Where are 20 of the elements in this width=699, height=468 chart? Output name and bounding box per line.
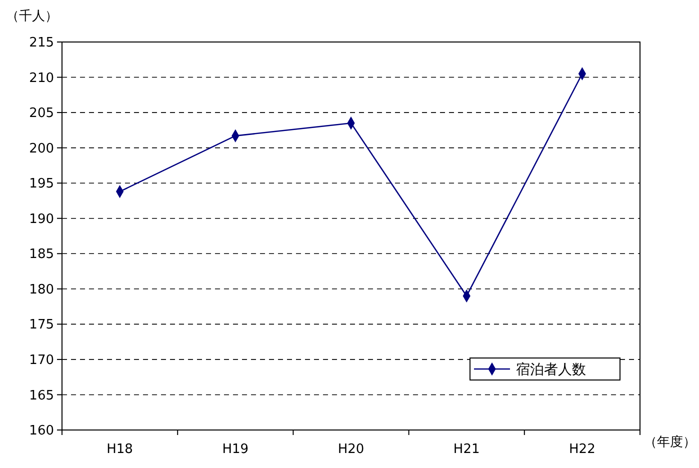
y-tick-label: 185 — [29, 247, 54, 262]
y-tick-label: 180 — [29, 282, 54, 298]
x-tick-label: H22 — [569, 442, 596, 457]
y-axis-title: （千人） — [6, 9, 58, 24]
legend-label: 宿泊者人数 — [516, 362, 586, 378]
y-tick-label: 210 — [29, 70, 54, 86]
y-tick-label: 160 — [29, 424, 54, 439]
y-tick-label: 165 — [29, 388, 54, 404]
y-tick-label: 195 — [29, 176, 54, 192]
x-tick-label: H21 — [453, 442, 480, 457]
x-tick-label: H19 — [222, 442, 249, 457]
y-tick-label: 200 — [29, 141, 54, 156]
y-tick-label: 215 — [29, 36, 54, 51]
y-tick-label: 175 — [29, 318, 54, 333]
x-axis-title: （年度） — [644, 434, 696, 450]
x-tick-label: H20 — [338, 442, 364, 457]
x-tick-label: H18 — [106, 442, 133, 457]
y-tick-label: 190 — [29, 212, 54, 227]
y-tick-label: 205 — [29, 106, 54, 122]
y-tick-label: 170 — [29, 353, 54, 368]
